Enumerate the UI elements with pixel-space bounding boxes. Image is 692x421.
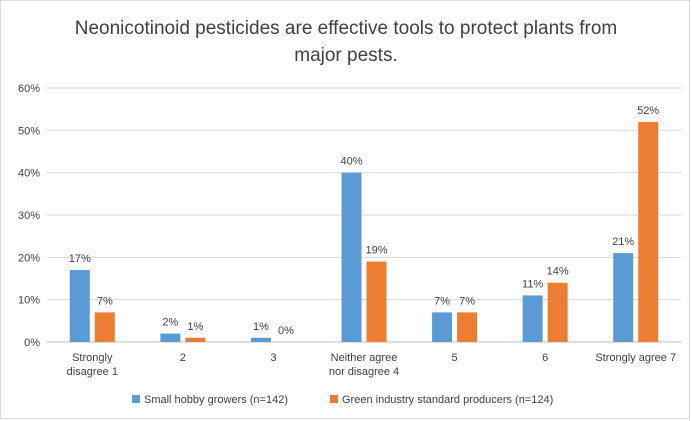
data-label: 52% (637, 105, 659, 117)
bar-hobby (69, 270, 90, 342)
bar-hobby (250, 337, 271, 342)
bar-hobby (432, 312, 453, 342)
bar-hobby (613, 253, 634, 342)
bar-hobby (160, 333, 181, 342)
data-label: 11% (522, 278, 543, 290)
bar-industry (366, 261, 387, 342)
data-label: 17% (69, 253, 91, 265)
bar-hobby (522, 295, 543, 342)
data-label: 7% (97, 295, 113, 307)
data-label: 14% (547, 266, 569, 278)
bar-industry (457, 312, 478, 342)
y-tick-label: 10% (18, 295, 40, 307)
bar-hobby (341, 172, 362, 342)
bar-industry (94, 312, 115, 342)
chart-title: Neonicotinoid pesticides are effective t… (74, 18, 618, 66)
data-label: 40% (340, 156, 362, 168)
y-tick-label: 0% (24, 337, 40, 349)
data-label: 1% (187, 321, 203, 333)
x-tick-label: disagree 1 (67, 366, 118, 378)
bar-industry (638, 121, 659, 342)
legend-label: Green industry standard producers (n=124… (342, 394, 553, 406)
y-tick-label: 30% (18, 210, 40, 222)
x-tick-label: Strongly (72, 352, 113, 364)
legend-label: Small hobby growers (n=142) (144, 394, 288, 406)
x-tick-label: 6 (542, 352, 548, 364)
x-tick-label: Strongly agree 7 (595, 352, 676, 364)
y-tick-label: 20% (18, 252, 40, 264)
data-label: 19% (365, 245, 387, 257)
bar-industry (185, 337, 206, 342)
data-label: 0% (278, 325, 294, 337)
data-label: 7% (434, 295, 450, 307)
y-tick-label: 50% (18, 125, 40, 137)
data-label: 2% (162, 317, 178, 329)
x-tick-label: Neither agree (331, 352, 398, 364)
x-tick-label: 2 (180, 352, 186, 364)
y-tick-label: 60% (18, 83, 40, 95)
data-label: 21% (612, 236, 634, 248)
legend-swatch (132, 395, 140, 403)
data-label: 7% (459, 295, 475, 307)
x-tick-label: 3 (270, 352, 276, 364)
x-tick-label: nor disagree 4 (329, 366, 399, 378)
y-tick-label: 40% (18, 168, 40, 180)
x-tick-label: 5 (452, 352, 458, 364)
legend-swatch (330, 395, 338, 403)
data-label: 1% (253, 321, 269, 333)
bar-industry (547, 282, 568, 342)
